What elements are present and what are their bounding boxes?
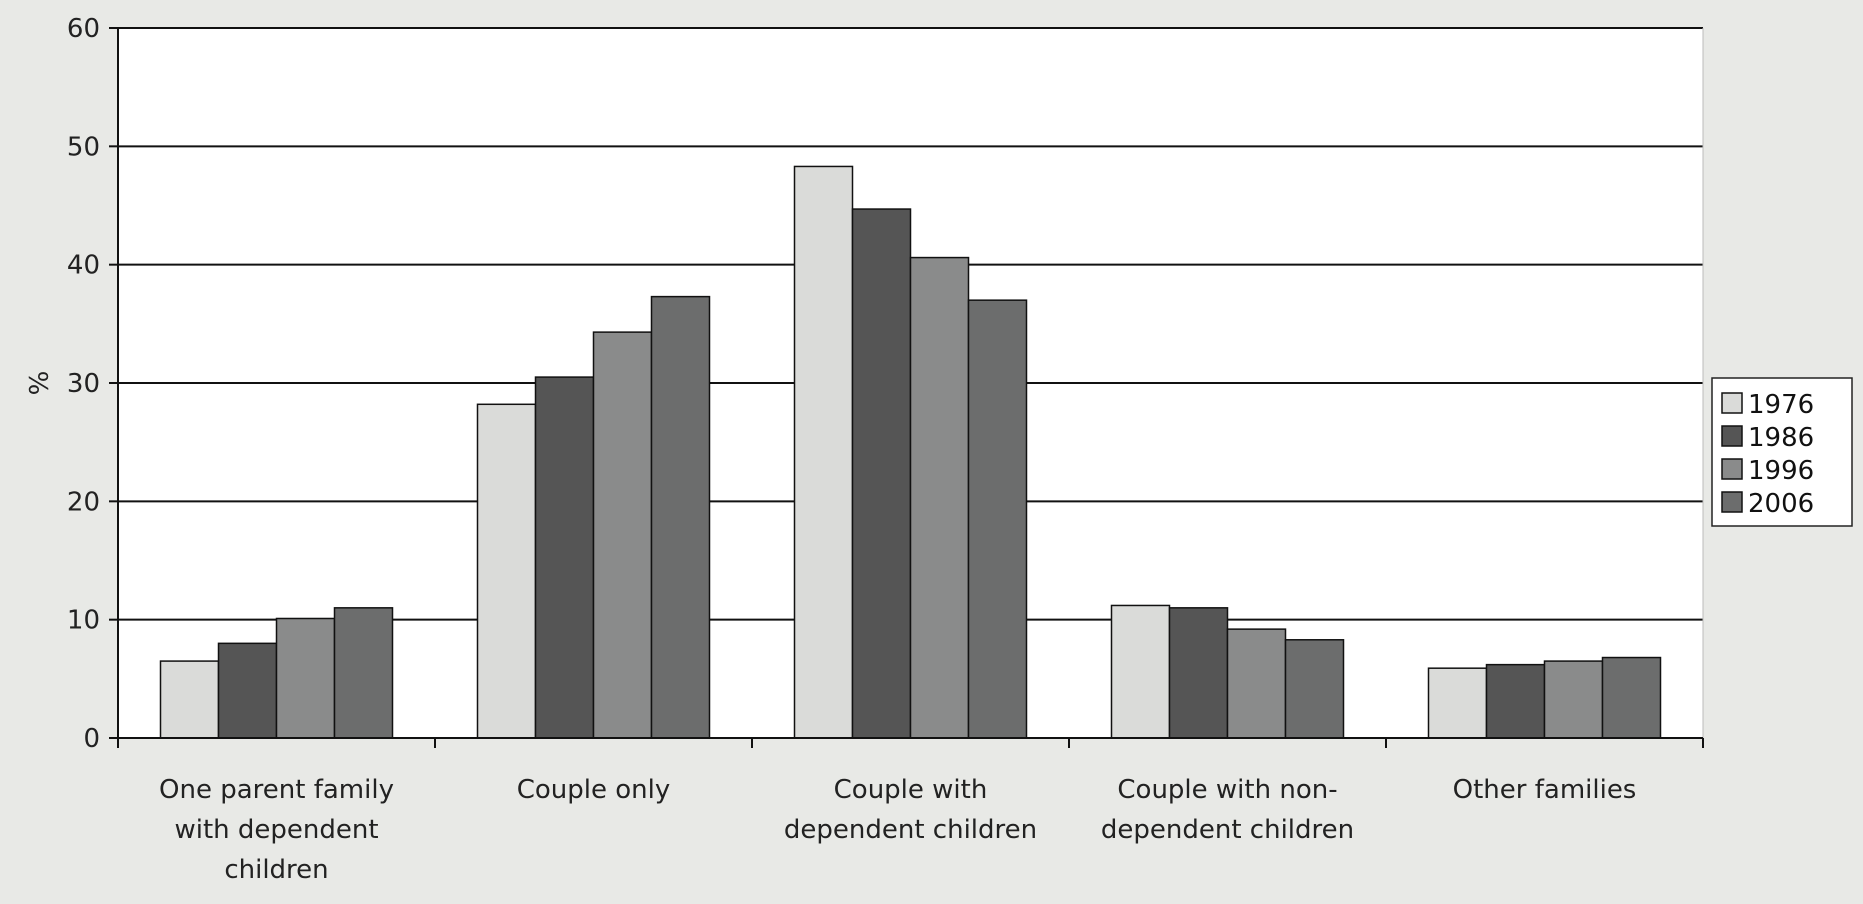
x-tick-label: Other families xyxy=(1453,775,1637,805)
y-tick-label: 40 xyxy=(67,251,100,281)
bar xyxy=(1543,660,1604,739)
bar xyxy=(793,165,854,739)
legend-swatch xyxy=(1721,491,1743,513)
x-tick-label: dependent children xyxy=(1101,815,1354,845)
bar xyxy=(1284,639,1345,739)
y-tick-label: 0 xyxy=(83,724,100,754)
y-tick-label: 30 xyxy=(67,369,100,399)
y-tick-label: 50 xyxy=(67,132,100,162)
y-axis-label: % xyxy=(25,371,55,396)
bar xyxy=(1168,607,1229,739)
x-tick-label: children xyxy=(224,855,328,885)
bar xyxy=(1485,663,1546,739)
x-tick-label: dependent children xyxy=(784,815,1037,845)
axes xyxy=(109,27,1704,748)
bar xyxy=(909,256,970,739)
bar xyxy=(1110,604,1171,739)
bar xyxy=(333,607,394,739)
legend-label: 1986 xyxy=(1748,423,1814,453)
legend-swatch xyxy=(1721,458,1743,480)
bars xyxy=(159,165,1662,739)
y-tick-labels: 0 10 20 30 40 50 60 xyxy=(67,14,100,754)
y-tick-label: 60 xyxy=(67,14,100,44)
legend-swatch xyxy=(1721,392,1743,414)
bar xyxy=(1226,628,1287,739)
bar xyxy=(534,376,595,739)
legend-label: 2006 xyxy=(1748,489,1814,519)
x-tick-labels: One parent family with dependent children C… xyxy=(159,775,1636,885)
bar xyxy=(476,403,537,739)
x-tick-label: Couple with non- xyxy=(1117,775,1337,805)
bar xyxy=(275,617,336,739)
legend-swatch xyxy=(1721,425,1743,447)
y-tick-label: 20 xyxy=(67,487,100,517)
x-tick-label: with dependent xyxy=(174,815,378,845)
y-tick-label: 10 xyxy=(67,606,100,636)
bar xyxy=(592,331,653,739)
legend-label: 1976 xyxy=(1748,390,1814,420)
x-tick-label: One parent family xyxy=(159,775,394,805)
bar xyxy=(1427,667,1488,739)
legend-label: 1996 xyxy=(1748,456,1814,486)
bar xyxy=(967,299,1028,739)
x-tick-label: Couple only xyxy=(517,775,671,805)
bar xyxy=(650,295,711,739)
bar xyxy=(159,660,220,739)
bar xyxy=(851,208,912,739)
bar xyxy=(1601,656,1662,739)
x-tick-label: Couple with xyxy=(834,775,988,805)
bar xyxy=(217,642,278,739)
